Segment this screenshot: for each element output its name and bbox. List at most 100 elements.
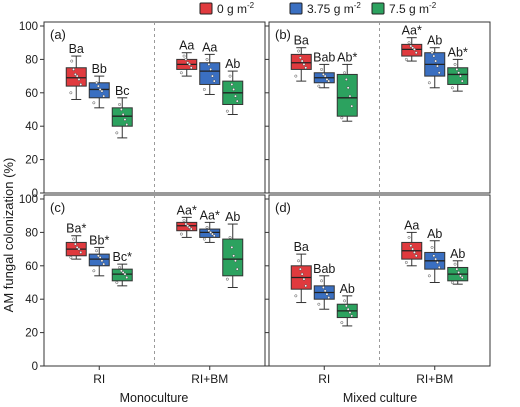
significance-letter: Bc* — [113, 250, 133, 264]
group-label-monoculture: Monoculture — [120, 391, 189, 405]
legend-swatch — [371, 2, 385, 15]
data-point — [98, 256, 102, 259]
data-point — [92, 269, 96, 273]
data-point — [77, 78, 81, 81]
data-point — [179, 232, 183, 236]
data-point — [189, 66, 193, 70]
significance-letter: Bab — [313, 50, 335, 64]
data-point — [297, 259, 300, 263]
box: Ab — [222, 210, 244, 289]
data-point — [437, 71, 441, 75]
data-point — [182, 219, 186, 223]
box: Bab — [313, 262, 335, 310]
box-iqr — [336, 73, 358, 117]
data-point — [325, 292, 329, 296]
significance-letter: Ba — [294, 240, 309, 254]
data-point — [460, 276, 464, 279]
data-point — [327, 79, 331, 83]
data-point — [79, 83, 83, 86]
significance-letter: Bc — [115, 84, 130, 98]
box: Ab — [424, 34, 446, 89]
data-point — [202, 88, 206, 91]
box-iqr — [222, 238, 244, 277]
data-point — [73, 73, 77, 76]
data-point — [404, 261, 408, 264]
significance-letter: Ab — [225, 210, 240, 224]
data-point — [300, 59, 304, 63]
y-tick-label: 40 — [25, 121, 38, 133]
data-point — [404, 58, 408, 61]
data-point — [413, 47, 416, 51]
data-point — [350, 104, 354, 108]
significance-letter: Bb* — [89, 233, 109, 247]
box: Bb* — [88, 233, 110, 277]
y-tick-label: 60 — [25, 261, 38, 273]
box-iqr — [199, 62, 221, 85]
data-point — [182, 54, 186, 58]
significance-letter: Aa* — [177, 203, 197, 217]
data-point — [212, 79, 216, 83]
data-point — [321, 73, 325, 76]
x-tick-label: RI+BM — [416, 372, 453, 386]
box-iqr — [111, 268, 133, 282]
data-point — [235, 99, 239, 103]
data-point — [123, 118, 127, 121]
y-tick-label: 20 — [25, 155, 38, 167]
box-iqr — [88, 253, 110, 267]
data-point — [77, 247, 81, 251]
data-point — [298, 267, 302, 271]
box: Bb — [88, 62, 110, 109]
panel-label: (d) — [275, 200, 291, 215]
data-point — [344, 304, 348, 308]
legend: 0 g m-2 3.75 g m-2 7.5 g m-2 — [199, 1, 437, 16]
data-point — [414, 51, 418, 55]
data-point — [234, 94, 237, 98]
data-point — [434, 257, 438, 261]
data-point — [414, 254, 418, 258]
data-point — [69, 91, 73, 95]
data-point — [432, 54, 436, 58]
box-iqr — [401, 43, 423, 57]
data-point — [211, 74, 214, 78]
data-point — [115, 281, 119, 284]
y-tick-label: 80 — [25, 227, 38, 239]
y-tick-label: 60 — [25, 88, 38, 100]
box: Bab — [313, 50, 335, 89]
data-point — [450, 281, 454, 284]
data-point — [427, 274, 431, 278]
data-point — [95, 81, 98, 85]
significance-letter: Ab — [450, 247, 465, 261]
significance-letter: Ba — [294, 34, 309, 48]
box: Ba — [290, 34, 312, 82]
data-point — [320, 68, 323, 71]
data-point — [325, 78, 329, 81]
data-point — [228, 74, 232, 78]
data-point — [304, 66, 308, 70]
x-tick-label: RI+BM — [191, 372, 228, 386]
box: Aa — [199, 40, 221, 95]
data-point — [123, 272, 127, 276]
panel: (d) Ba Bab Ab RI Aa Ab Ab RI+BM — [265, 194, 491, 386]
data-point — [427, 81, 431, 85]
legend-swatch — [289, 2, 303, 15]
data-point — [205, 58, 209, 61]
legend-swatch — [199, 2, 213, 15]
data-point — [209, 68, 213, 71]
data-point — [230, 83, 234, 86]
data-point — [432, 254, 436, 258]
significance-letter: Aa* — [200, 208, 220, 222]
data-point — [189, 227, 193, 231]
data-point — [413, 251, 416, 254]
data-point — [323, 74, 327, 78]
data-point — [317, 84, 321, 88]
data-point — [121, 113, 125, 116]
box: Ba — [290, 240, 312, 304]
y-tick-label: 20 — [25, 328, 38, 340]
data-point — [102, 262, 106, 266]
data-point — [453, 63, 457, 66]
data-point — [96, 84, 100, 88]
data-point — [340, 116, 344, 120]
significance-letter: Bab — [313, 262, 335, 276]
